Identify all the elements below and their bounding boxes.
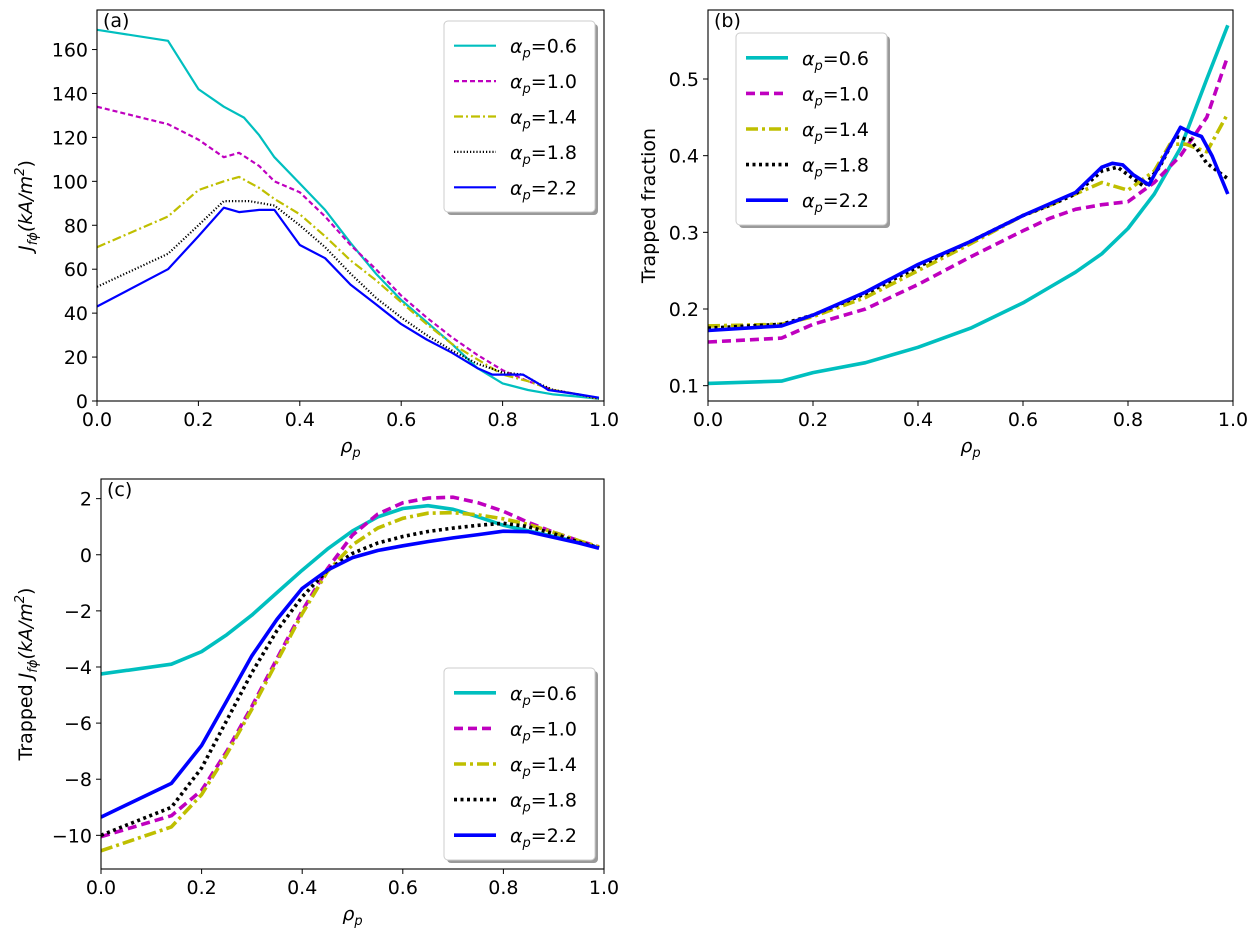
panel-label: (a) [103,10,129,32]
x-tick-label: 1.0 [589,877,619,899]
y-axis-label: Trapped Jfϕ(kA/m2) [13,588,41,762]
x-tick-label: 1.0 [589,409,619,431]
plot-area [101,495,600,853]
legend-label: αp=1.8 [802,155,869,181]
x-axis-label: ρp [342,903,362,929]
y-tick-label: 20 [64,347,88,369]
x-tick-label: 0.0 [82,409,112,431]
panel-label: (b) [714,10,741,32]
legend-box [443,667,596,861]
series-line-alpha-2-2 [101,529,600,819]
series-line-alpha-2-2 [708,125,1230,333]
legend-label: αp=1.0 [510,71,577,97]
y-tick-label: 0.1 [669,376,699,398]
legend-label: αp=2.2 [510,177,577,203]
x-tick-label: 0.0 [86,877,116,899]
series-line-alpha-1-8 [708,134,1229,330]
legend: αp=0.6 αp=1.0 αp=1.4 αp=1.8 αp=2.2 [443,667,598,863]
series-line-alpha-1-4 [101,510,600,853]
legend-label: αp=1.0 [802,83,869,109]
legend-box [735,32,888,226]
legend: αp=0.6 αp=1.0 αp=1.4 αp=1.8 αp=2.2 [735,32,890,228]
legend-label: αp=2.2 [802,190,869,216]
y-tick-label: −4 [64,657,92,679]
y-tick-label: 0.2 [669,299,699,321]
chart-panel-a: 0.0 0.2 0.4 0.6 0.8 1.0 0 20 40 60 80 100 120 140 160 (… [13,9,619,461]
axes-frame [96,9,605,402]
legend-label: αp=1.4 [510,754,577,780]
y-tick-label: 60 [64,259,88,281]
x-tick-label: 0.8 [1113,409,1143,431]
y-tick-label: 0.4 [669,146,699,168]
y-tick-label: 0.5 [669,69,699,91]
y-tick-label: 80 [64,215,88,237]
legend-box [443,20,596,213]
y-tick-label: 0 [80,545,92,567]
y-tick-label: 120 [52,127,88,149]
series-line-alpha-1-4 [708,112,1230,328]
y-axis-label: Jfϕ(kA/m2) [13,160,41,255]
plot-area [97,28,600,400]
y-tick-label: 0 [76,391,88,413]
legend-label: αp=1.8 [510,142,577,168]
x-axis-label: ρp [340,435,360,461]
y-tick-label: −2 [64,601,92,623]
x-tick-label: 1.0 [1218,409,1248,431]
legend-label: αp=0.6 [802,48,869,74]
y-tick-label: 100 [52,171,88,193]
legend-label: αp=1.8 [510,790,577,816]
y-axis-label: Trapped fraction [638,128,660,284]
x-axis-label: ρp [960,435,980,461]
legend: αp=0.6 αp=1.0 αp=1.4 αp=1.8 αp=2.2 [443,20,598,215]
panel-label: (c) [107,479,132,501]
y-tick-label: 2 [80,489,92,511]
x-tick-label: 0.2 [798,409,828,431]
legend-label: αp=0.6 [510,36,577,62]
chart-panel-c: 0.0 0.2 0.4 0.6 0.8 1.0 −10 −8 −6 −4 −2 0 2 (c) ρp Trap… [13,478,619,929]
legend-label: αp=1.0 [510,718,577,744]
series-line-alpha-1-8 [101,521,600,837]
axes-frame [100,478,605,870]
series-line-alpha-1-8 [97,200,600,400]
y-tick-label: 140 [52,83,88,105]
x-tick-label: 0.6 [1008,409,1038,431]
x-tick-label: 0.4 [285,409,315,431]
series-line-alpha-0-6 [97,28,600,400]
series-line-alpha-1-4 [97,175,600,400]
legend-label: αp=1.4 [510,107,577,133]
plot-area [708,24,1230,386]
x-tick-label: 0.4 [287,877,317,899]
x-tick-label: 0.6 [388,877,418,899]
x-tick-label: 0.8 [487,409,517,431]
legend-label: αp=0.6 [510,683,577,709]
y-tick-label: −6 [64,713,92,735]
x-tick-label: 0.2 [183,409,213,431]
y-tick-label: 40 [64,303,88,325]
y-tick-label: 160 [52,40,88,62]
series-line-alpha-1-0 [708,55,1230,344]
legend-label: αp=2.2 [510,825,577,851]
x-tick-label: 0.0 [693,409,723,431]
x-tick-label: 0.6 [386,409,416,431]
x-tick-label: 0.8 [488,877,518,899]
series-line-alpha-2-2 [97,206,600,399]
y-tick-label: −10 [52,825,92,847]
chart-panel-b: 0.0 0.2 0.4 0.6 0.8 1.0 0.1 0.2 0.3 0.4 0.5 (b) ρp Tr… [638,9,1248,461]
x-tick-label: 0.2 [186,877,216,899]
legend-label: αp=1.4 [802,119,869,145]
x-tick-label: 0.4 [903,409,933,431]
y-tick-label: 0.3 [669,222,699,244]
axes-frame [707,9,1234,402]
y-tick-label: −8 [64,769,92,791]
